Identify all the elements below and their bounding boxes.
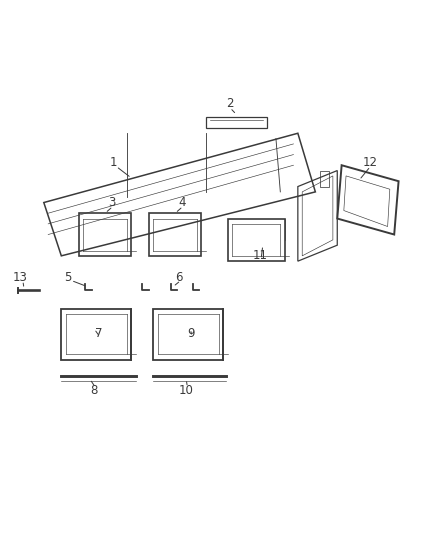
Text: 3: 3 [108, 196, 115, 209]
Text: 1: 1 [110, 156, 118, 169]
Text: 2: 2 [226, 98, 234, 110]
Text: 11: 11 [253, 249, 268, 262]
Text: 10: 10 [179, 384, 194, 397]
Text: 13: 13 [12, 271, 27, 284]
Text: 6: 6 [175, 271, 183, 284]
Text: 8: 8 [91, 384, 98, 397]
Text: 7: 7 [95, 327, 102, 340]
Text: 4: 4 [178, 196, 186, 209]
Text: 12: 12 [363, 156, 378, 169]
Text: 5: 5 [64, 271, 71, 284]
Text: 9: 9 [187, 327, 194, 340]
